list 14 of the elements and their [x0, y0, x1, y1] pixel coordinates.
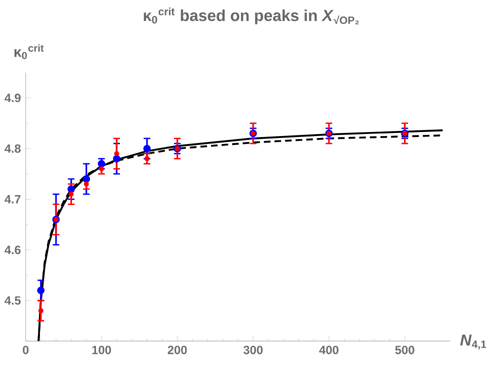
x-tick-label: 100	[92, 346, 111, 354]
x-axis-title: N$_{4,1}$	[460, 334, 486, 350]
x-tick-label: 300	[243, 346, 263, 354]
y-axis-title: κ$_{0}$crit	[14, 44, 44, 60]
y-tick-label: 4.8	[4, 144, 21, 153]
y-tick-label: 4.7	[4, 195, 20, 204]
y-tick-label: 4.6	[4, 246, 21, 254]
x-tick-label: 400	[319, 346, 338, 354]
x-tick-label: 0	[22, 346, 29, 354]
chart-title: κ$_{0}$$^{crit}$ based on peaks in X$_{√OP₂}$	[144, 8, 359, 24]
y-tick-label: 4.9	[4, 94, 21, 102]
y-tick-label: 4.5	[4, 296, 21, 305]
x-tick-label: 500	[395, 346, 414, 354]
x-tick-label: 200	[168, 346, 187, 354]
